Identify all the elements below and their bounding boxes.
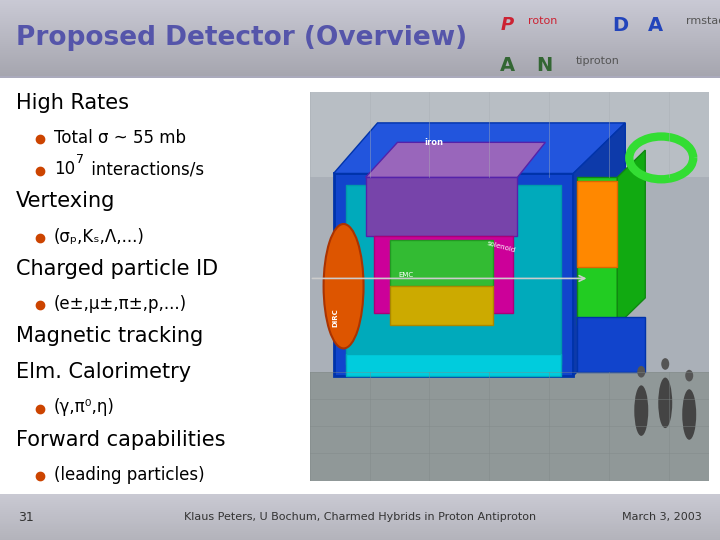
Text: (e±,μ±,π±,p,...): (e±,μ±,π±,p,...) — [54, 295, 187, 313]
Text: Charged particle ID: Charged particle ID — [16, 259, 218, 279]
FancyBboxPatch shape — [333, 173, 573, 376]
Text: P: P — [500, 16, 513, 33]
Text: Total σ ~ 55 mb: Total σ ~ 55 mb — [54, 129, 186, 147]
Bar — [577, 177, 617, 325]
Text: iron: iron — [424, 138, 443, 147]
Bar — [577, 318, 645, 372]
Text: Magnetic tracking: Magnetic tracking — [16, 326, 203, 346]
Ellipse shape — [634, 386, 648, 436]
Polygon shape — [333, 123, 625, 173]
Text: High Rates: High Rates — [16, 93, 129, 113]
Bar — [390, 240, 493, 286]
Text: solenoid: solenoid — [487, 241, 516, 254]
Bar — [577, 181, 617, 267]
Bar — [346, 185, 562, 364]
Text: (leading particles): (leading particles) — [54, 466, 204, 484]
Ellipse shape — [683, 389, 696, 440]
Text: Vertexing: Vertexing — [16, 191, 115, 211]
Text: A: A — [648, 16, 663, 35]
Ellipse shape — [637, 366, 645, 377]
Bar — [310, 372, 709, 481]
Ellipse shape — [658, 377, 672, 428]
Text: D: D — [612, 16, 628, 35]
Text: 10: 10 — [54, 160, 75, 178]
Ellipse shape — [661, 358, 670, 370]
Text: A: A — [500, 56, 516, 76]
Text: EMC: EMC — [398, 272, 413, 278]
Ellipse shape — [323, 224, 364, 348]
Ellipse shape — [685, 370, 693, 381]
Text: DIRC: DIRC — [333, 308, 338, 327]
Text: Forward capabilities: Forward capabilities — [16, 430, 225, 450]
Text: March 3, 2003: March 3, 2003 — [622, 512, 702, 522]
Polygon shape — [573, 123, 625, 376]
Bar — [346, 354, 562, 376]
Bar — [390, 286, 493, 325]
Text: tiproton: tiproton — [576, 56, 620, 66]
Text: Proposed Detector (Overview): Proposed Detector (Overview) — [16, 25, 467, 51]
Polygon shape — [617, 150, 645, 325]
Polygon shape — [366, 143, 545, 177]
Text: 31: 31 — [18, 510, 34, 524]
Text: Elm. Calorimetry: Elm. Calorimetry — [16, 362, 191, 382]
Text: rmstadt: rmstadt — [686, 16, 720, 26]
Text: Sophisticated Trigger(s): Sophisticated Trigger(s) — [16, 497, 264, 517]
Text: N: N — [536, 56, 553, 76]
Text: (γ,π⁰,η): (γ,π⁰,η) — [54, 399, 115, 416]
FancyBboxPatch shape — [366, 177, 518, 235]
Text: interactions/s: interactions/s — [86, 160, 204, 178]
Bar — [374, 235, 513, 313]
Text: (σₚ,Kₛ,Λ,...): (σₚ,Kₛ,Λ,...) — [54, 227, 145, 246]
Bar — [310, 92, 709, 177]
Text: roton: roton — [528, 16, 557, 26]
Text: Klaus Peters, U Bochum, Charmed Hybrids in Proton Antiproton: Klaus Peters, U Bochum, Charmed Hybrids … — [184, 512, 536, 522]
Text: 7: 7 — [76, 153, 84, 166]
